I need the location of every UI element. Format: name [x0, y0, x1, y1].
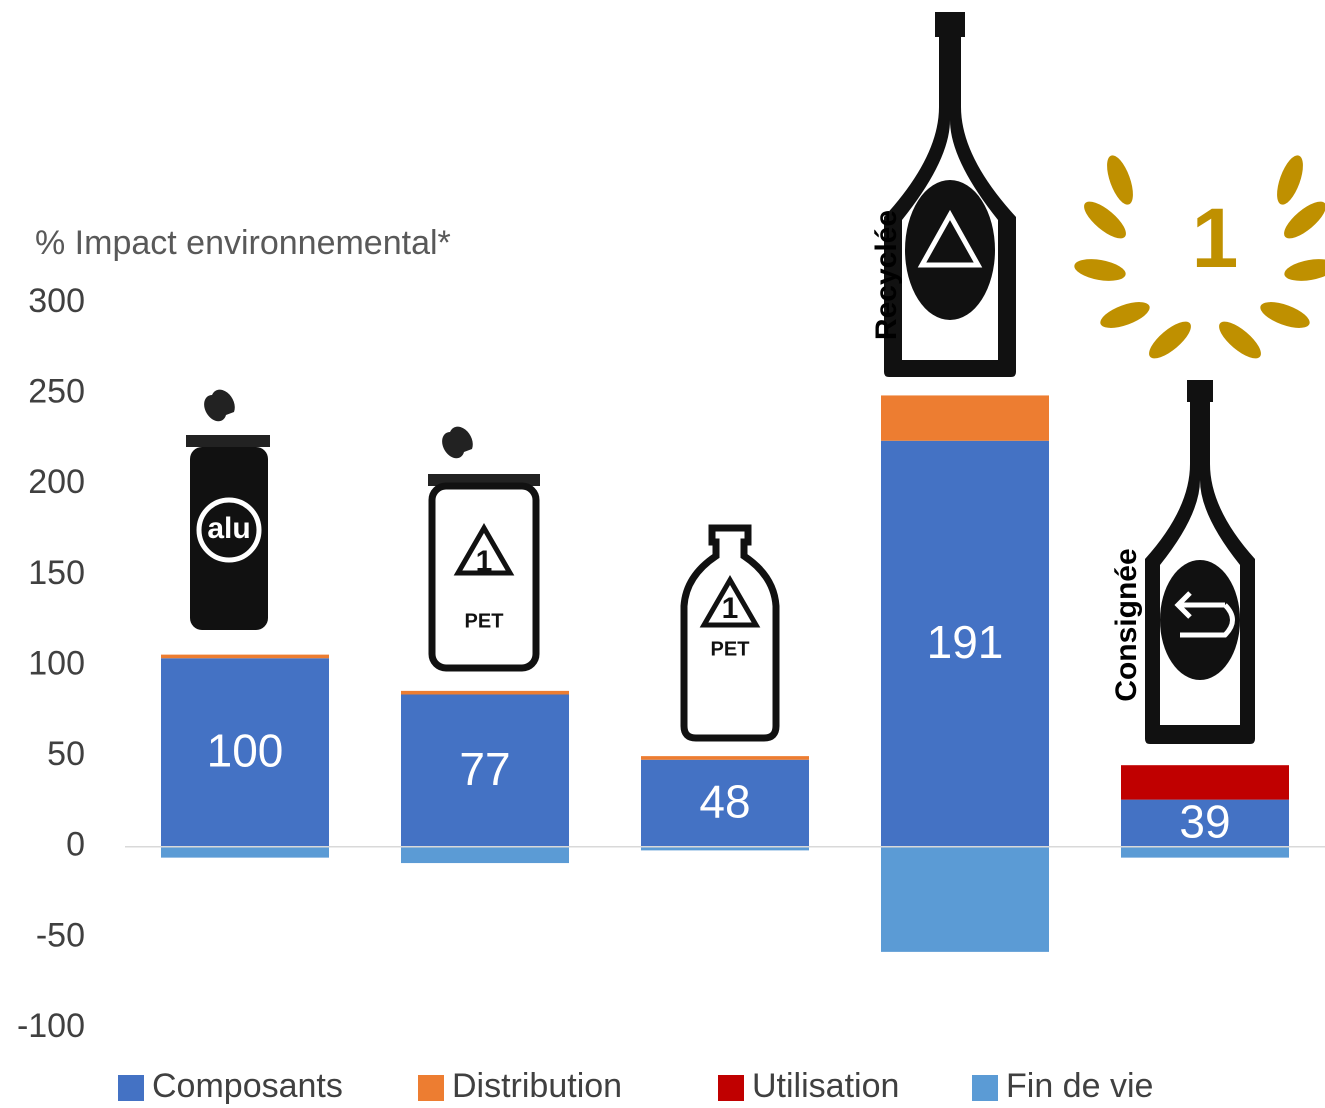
y-tick-label: 200: [28, 463, 85, 501]
total-label: 77: [459, 743, 510, 795]
icon-bottle: Recyclée: [870, 12, 1016, 377]
y-tick-label: 250: [28, 373, 85, 411]
icon-label: PET: [711, 638, 750, 660]
legend-swatch: [118, 1075, 144, 1101]
bar-segment: [881, 847, 1049, 952]
total-label: 39: [1179, 795, 1230, 847]
y-tick-label: 0: [66, 826, 85, 864]
legend-swatch: [418, 1075, 444, 1101]
icon-bottle: Consignée: [1110, 380, 1255, 744]
bar-segment: [401, 691, 569, 695]
legend-label: Composants: [152, 1067, 343, 1105]
icon-label: 1: [476, 545, 493, 578]
y-tick-label: 150: [28, 554, 85, 592]
y-axis-label: % Impact environnemental*: [35, 224, 451, 262]
icon-label: PET: [465, 610, 504, 632]
legend-label: Utilisation: [752, 1067, 899, 1105]
y-tick-label: 50: [47, 735, 85, 773]
icon-pet-bottle: 1 PET: [684, 528, 776, 738]
y-tick-label: 100: [28, 644, 85, 682]
bar-segment: [161, 847, 329, 858]
legend-label: Distribution: [452, 1067, 622, 1105]
chart: % Impact environnemental* alu 1 PET 1 PE…: [0, 0, 1325, 1108]
icon-can: alu: [186, 390, 270, 630]
bar-segment: [1121, 847, 1289, 858]
bar-segment: [161, 655, 329, 659]
total-label: 100: [207, 725, 284, 777]
icon-label: Recyclée: [870, 210, 903, 340]
bar-segment: [641, 756, 809, 760]
y-tick-label: -100: [17, 1007, 85, 1045]
y-tick-label: -50: [36, 916, 85, 954]
bar-segment: [401, 847, 569, 863]
icon-label: Consignée: [1110, 548, 1143, 701]
legend-label: Fin de vie: [1006, 1067, 1153, 1105]
total-label: 191: [927, 616, 1004, 668]
icon-laurel: 1: [1073, 152, 1325, 364]
total-label: 48: [699, 775, 750, 827]
legend-swatch: [718, 1075, 744, 1101]
legend-swatch: [972, 1075, 998, 1101]
y-tick-label: 300: [28, 282, 85, 320]
icon-pet-can: 1 PET: [428, 427, 540, 668]
icon-label: alu: [207, 512, 250, 545]
icon-label: 1: [1192, 191, 1239, 285]
bar-segment: [881, 395, 1049, 440]
icon-label: 1: [722, 592, 739, 625]
